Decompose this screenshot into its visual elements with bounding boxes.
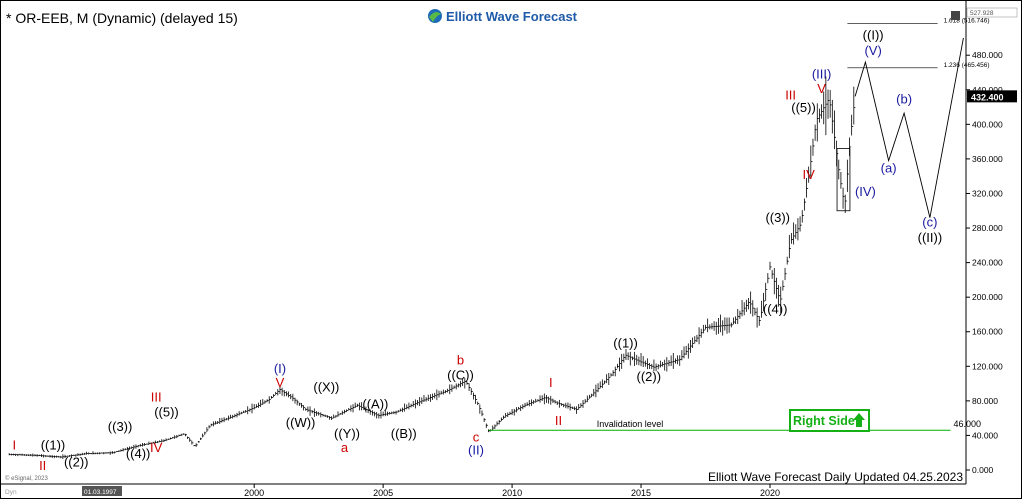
wave-label: ((A)) bbox=[362, 397, 388, 412]
wave-label: IV bbox=[150, 440, 163, 455]
wave-label: (III) bbox=[812, 67, 832, 82]
y-tick-label: 120.000 bbox=[972, 361, 1003, 371]
wave-label: ((W)) bbox=[286, 415, 316, 430]
top-price-label: 527.928 bbox=[970, 10, 994, 17]
x-tick-label: 2000 bbox=[244, 488, 264, 498]
wave-label: ((2)) bbox=[64, 455, 89, 470]
fib-label: 1.236 (465.456) bbox=[944, 62, 990, 69]
wave-label: ((3)) bbox=[108, 419, 133, 434]
wave-label: I bbox=[549, 375, 553, 390]
invalidation-price-label: 46.000 bbox=[954, 419, 982, 429]
projection-path bbox=[854, 37, 964, 218]
date-marker-bg bbox=[82, 486, 122, 496]
right-side-badge[interactable] bbox=[789, 409, 870, 432]
wave-label: ((1)) bbox=[41, 437, 66, 452]
copyright-label: © eSignal, 2023 bbox=[5, 475, 48, 482]
top-price-tag bbox=[966, 7, 1018, 18]
corner-label: Dyn bbox=[5, 489, 17, 496]
wave-label: ((Y)) bbox=[334, 426, 360, 441]
wave-label: (a) bbox=[881, 161, 897, 176]
chart-title: * OR-EEB, M (Dynamic) (delayed 15) bbox=[6, 10, 238, 26]
right-side-label: Right Side bbox=[793, 414, 855, 428]
y-tick-label: 400.000 bbox=[972, 119, 1003, 129]
chart-settings-icon[interactable] bbox=[951, 11, 960, 20]
y-tick-label: 440.000 bbox=[972, 85, 1003, 95]
wave-label: V bbox=[817, 81, 826, 96]
wave-label: ((5)) bbox=[154, 404, 179, 419]
fib-label: 1.618 (516.746) bbox=[944, 17, 990, 24]
x-tick-label: 2015 bbox=[631, 488, 651, 498]
wave-label: b bbox=[457, 353, 464, 368]
logo-text: Elliott Wave Forecast bbox=[446, 9, 578, 24]
y-tick-label: 280.000 bbox=[972, 223, 1003, 233]
y-tick-label: 80.000 bbox=[972, 396, 998, 406]
wave-label: V bbox=[276, 375, 285, 390]
wave-label: II bbox=[39, 458, 46, 473]
wave-label: ((B)) bbox=[391, 426, 417, 441]
y-tick-label: 40.000 bbox=[972, 430, 998, 440]
date-marker-label: 01.03.1997 bbox=[84, 489, 117, 496]
x-tick-label: 2005 bbox=[373, 488, 393, 498]
y-tick-label: 160.000 bbox=[972, 327, 1003, 337]
wave-label: ((4)) bbox=[763, 302, 788, 317]
y-tick-label: 360.000 bbox=[972, 154, 1003, 164]
wave-label: I bbox=[13, 437, 17, 452]
wave-label: ((3)) bbox=[765, 210, 790, 225]
wave-label: ((I)) bbox=[863, 28, 884, 43]
wave-label: (IV) bbox=[855, 184, 876, 199]
wave-label: ((1)) bbox=[613, 335, 638, 350]
y-tick-label: 480.000 bbox=[972, 50, 1003, 60]
y-tick-label: 320.000 bbox=[972, 188, 1003, 198]
wave-iv-box bbox=[836, 148, 851, 212]
wave-label: (V) bbox=[864, 43, 881, 58]
y-tick-label: 240.000 bbox=[972, 258, 1003, 268]
wave-label: a bbox=[341, 440, 349, 455]
invalidation-label: Invalidation level bbox=[597, 419, 664, 429]
wave-label: ((C)) bbox=[447, 367, 474, 382]
wave-label: (II) bbox=[468, 442, 484, 457]
last-price-label: 432.400 bbox=[971, 92, 1004, 102]
wave-label: ((X)) bbox=[313, 379, 339, 394]
y-tick-label: 200.000 bbox=[972, 292, 1003, 302]
x-tick-label: 2020 bbox=[760, 488, 780, 498]
y-tick-label: 0.000 bbox=[972, 465, 994, 475]
wave-label: III bbox=[785, 87, 796, 102]
wave-label: ((II)) bbox=[918, 230, 943, 245]
x-tick-label: 2010 bbox=[502, 488, 522, 498]
wave-label: (I) bbox=[274, 361, 286, 376]
wave-label: (b) bbox=[896, 92, 912, 107]
updated-label: Elliott Wave Forecast Daily Updated 04.2… bbox=[708, 470, 963, 484]
wave-label: ((4)) bbox=[126, 446, 151, 461]
wave-label: II bbox=[555, 413, 562, 428]
wave-label: ((2)) bbox=[636, 369, 661, 384]
globe-logo-icon-leaf bbox=[429, 12, 441, 22]
wave-label: ((5)) bbox=[791, 100, 816, 115]
wave-label: c bbox=[473, 429, 480, 444]
wave-label: (c) bbox=[922, 214, 937, 229]
wave-label: III bbox=[151, 390, 162, 405]
up-arrow-icon bbox=[853, 413, 865, 427]
last-price-tag bbox=[967, 90, 1017, 103]
wave-label: IV bbox=[803, 167, 816, 182]
